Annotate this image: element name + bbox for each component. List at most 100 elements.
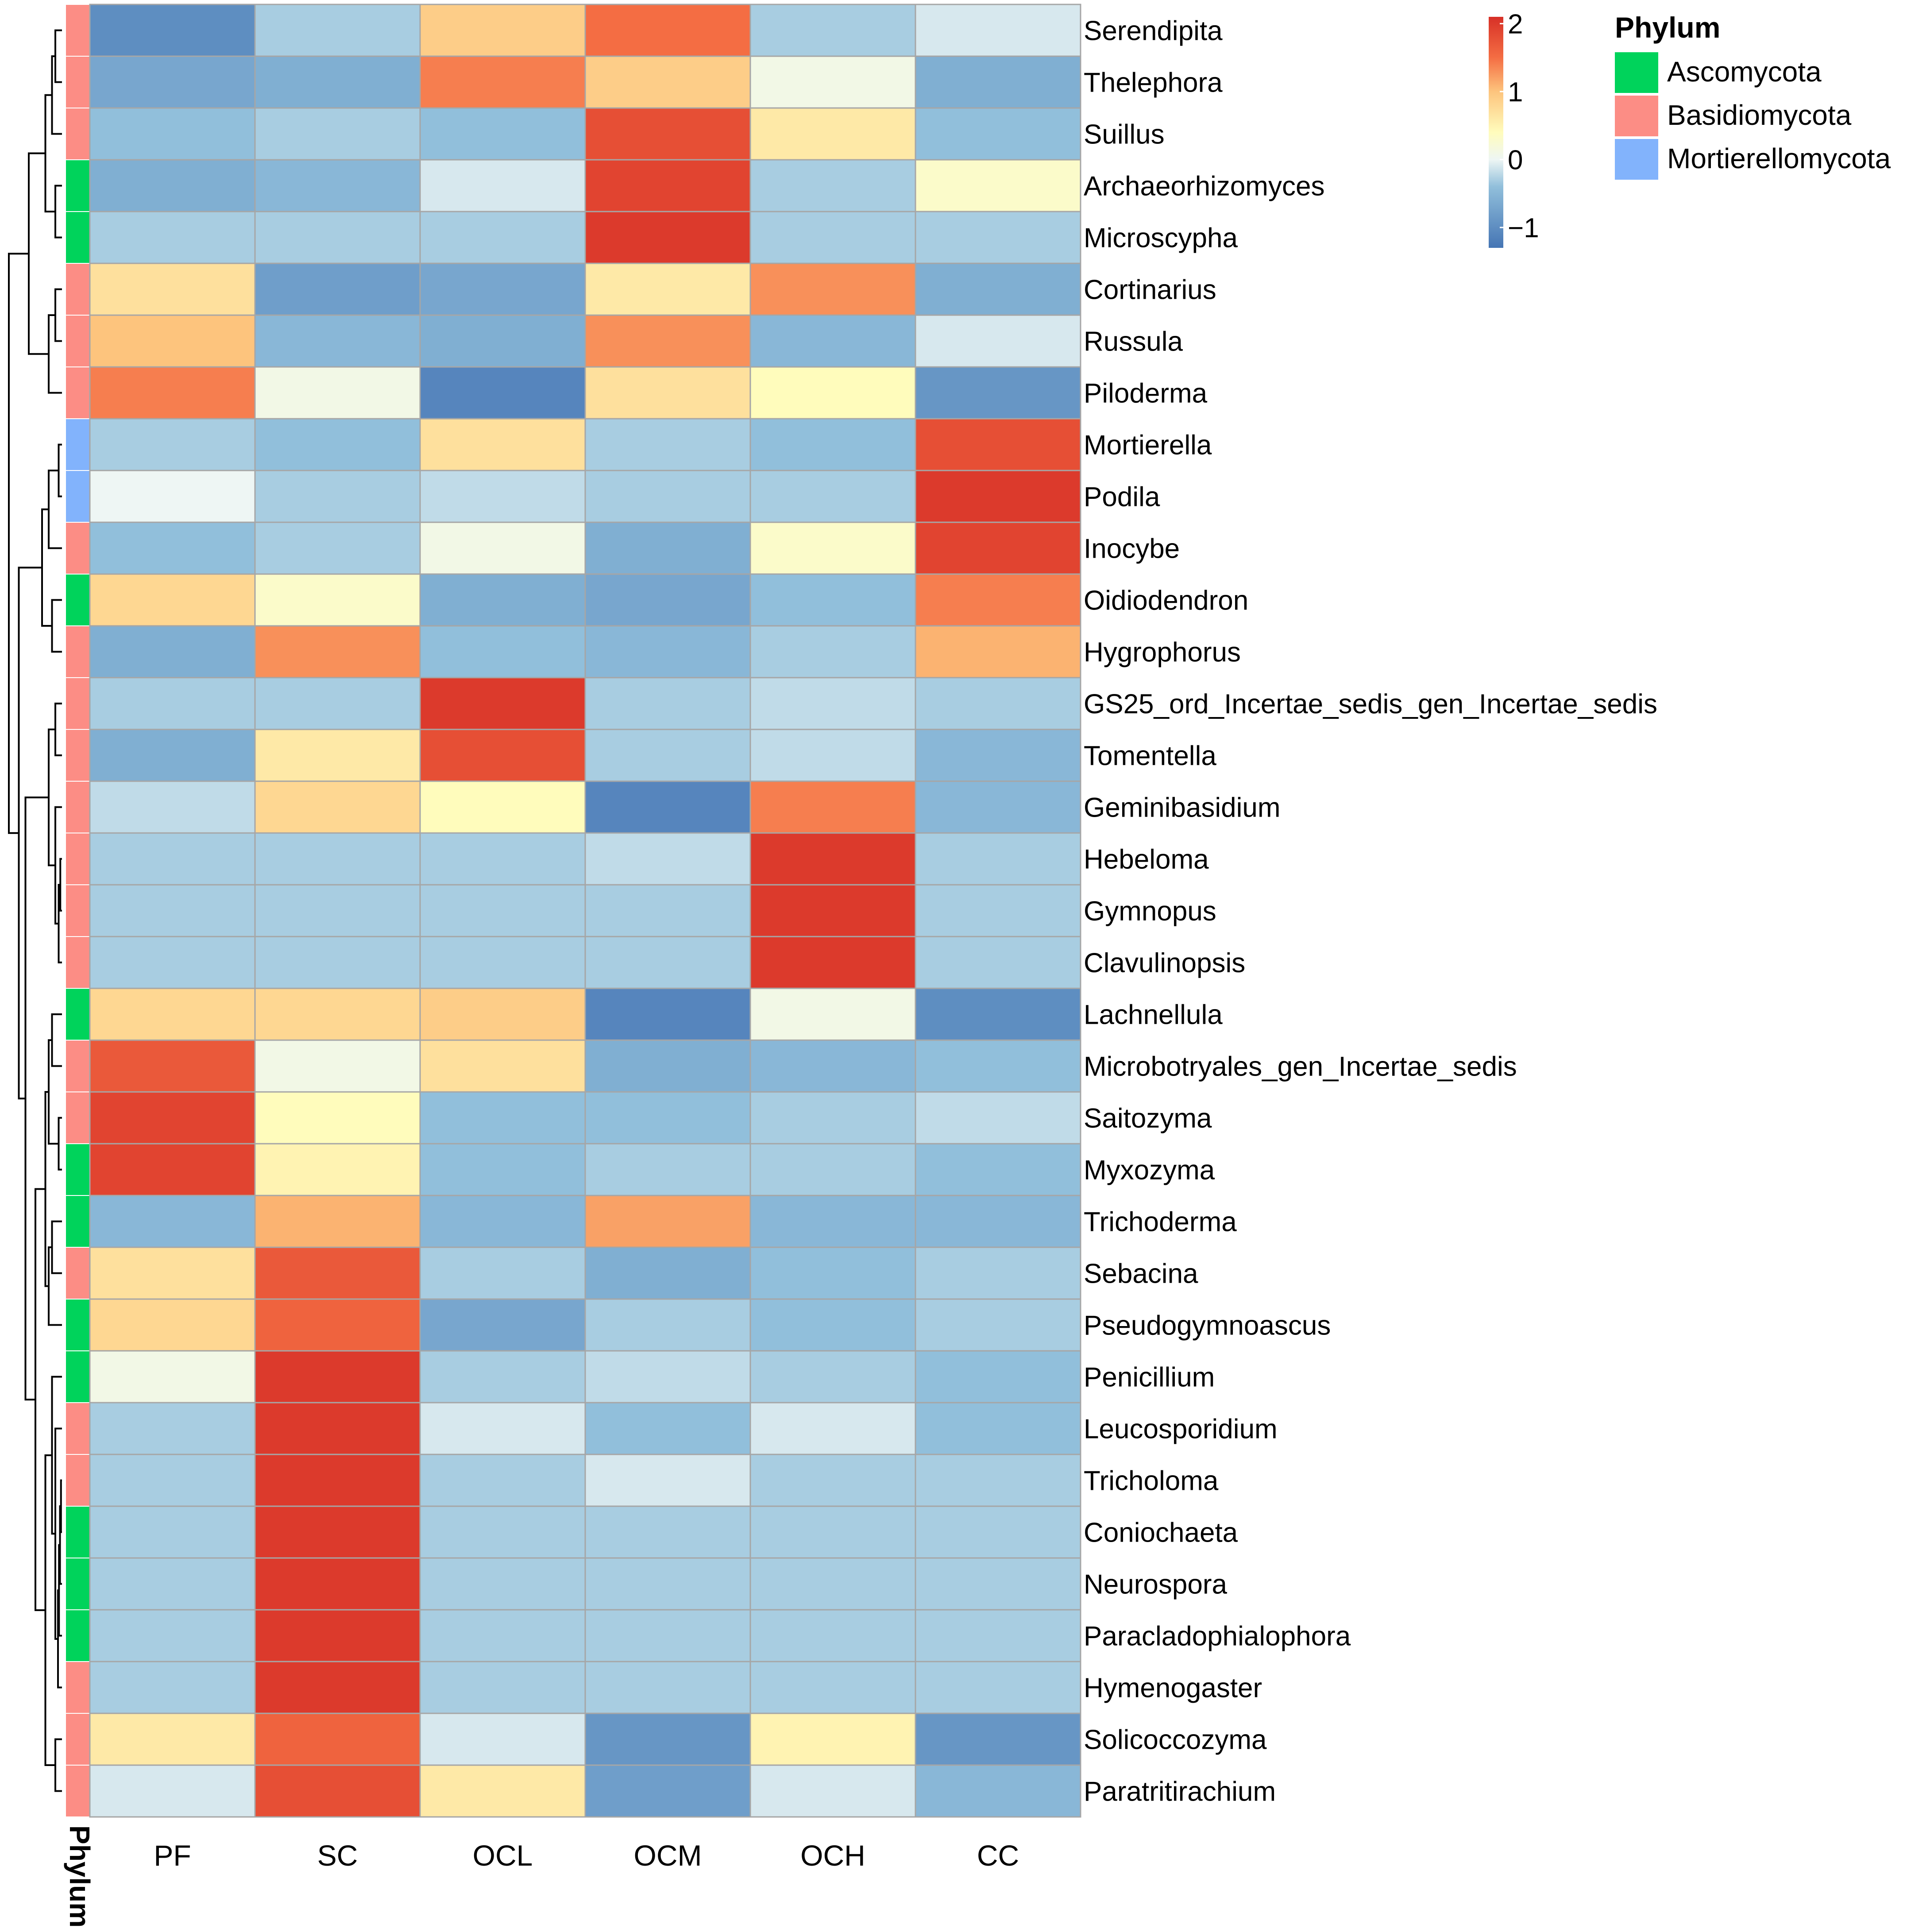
heatmap-cell — [584, 4, 751, 57]
heatmap-cell — [89, 1505, 256, 1559]
heatmap-cell — [749, 884, 916, 937]
heatmap-cell — [915, 1661, 1081, 1714]
row-label-podila: Podila — [1084, 482, 1160, 513]
heatmap-cell — [915, 1764, 1081, 1818]
heatmap-cell — [89, 521, 256, 575]
row-label-hebeloma: Hebeloma — [1084, 845, 1209, 875]
row-dendrogram — [8, 29, 62, 1792]
heatmap-cell — [915, 936, 1081, 989]
heatmap-cell — [89, 1661, 256, 1714]
phylum-annotation-cell — [65, 574, 90, 626]
row-label-russula: Russula — [1084, 327, 1183, 357]
heatmap-cell — [89, 4, 256, 57]
heatmap-cell — [89, 159, 256, 212]
phylum-annotation-cell — [65, 781, 90, 833]
heatmap-cell — [254, 936, 421, 989]
row-label-trichoderma: Trichoderma — [1084, 1207, 1237, 1238]
phylum-annotation-cell — [65, 1040, 90, 1092]
heatmap-cell — [254, 262, 421, 316]
legend-swatch-ascomycota — [1615, 52, 1658, 93]
heatmap-cell — [749, 832, 916, 886]
phylum-annotation-cell — [65, 884, 90, 937]
row-label-neurospora: Neurospora — [1084, 1570, 1227, 1600]
heatmap-cell — [749, 211, 916, 264]
heatmap-cell — [749, 4, 916, 57]
heatmap-cell — [584, 1712, 751, 1766]
heatmap-cell — [89, 1454, 256, 1507]
heatmap-cell — [749, 521, 916, 575]
phylum-legend-title: Phylum — [1615, 11, 1720, 44]
legend-swatch-basidiomycota — [1615, 96, 1658, 136]
heatmap-cell — [254, 366, 421, 420]
color-scale-tick-label: 2 — [1508, 9, 1523, 39]
row-label-serendipita: Serendipita — [1084, 16, 1223, 46]
heatmap-cells — [89, 4, 1081, 1818]
heatmap-cell — [89, 55, 256, 109]
column-label-och: OCH — [800, 1839, 865, 1872]
heatmap-cell — [89, 1246, 256, 1300]
heatmap-cell — [749, 470, 916, 523]
heatmap-cell — [749, 1661, 916, 1714]
heatmap-cell — [749, 1298, 916, 1352]
row-label-thelephora: Thelephora — [1084, 68, 1223, 98]
heatmap-cell — [749, 1609, 916, 1662]
row-label-clavulinopsis: Clavulinopsis — [1084, 948, 1245, 979]
heatmap-cell — [584, 780, 751, 834]
phylum-annotation-cell — [65, 159, 90, 212]
heatmap-cell — [89, 366, 256, 420]
color-scale-tick-label: 1 — [1508, 77, 1523, 108]
heatmap-cell — [254, 314, 421, 368]
phylum-annotation-cell — [65, 677, 90, 730]
row-label-gymnopus: Gymnopus — [1084, 896, 1216, 927]
heatmap-cell — [89, 1039, 256, 1093]
heatmap-cell — [89, 314, 256, 368]
phylum-annotation-cell — [65, 1558, 90, 1610]
heatmap-cell — [584, 314, 751, 368]
heatmap-cell — [749, 987, 916, 1041]
heatmap-cell — [749, 1557, 916, 1611]
heatmap-cell — [584, 107, 751, 161]
heatmap-cell — [915, 1039, 1081, 1093]
heatmap-cell — [749, 1350, 916, 1404]
heatmap-cell — [254, 729, 421, 782]
heatmap-cell — [584, 1454, 751, 1507]
heatmap-cell — [584, 1661, 751, 1714]
heatmap-cell — [254, 677, 421, 730]
phylum-annotation-cell — [65, 1765, 90, 1817]
row-label-leucosporidium: Leucosporidium — [1084, 1414, 1278, 1445]
heatmap-cell — [915, 573, 1081, 627]
heatmap-cell — [584, 1039, 751, 1093]
heatmap-cell — [419, 1091, 586, 1145]
row-label-cortinarius: Cortinarius — [1084, 275, 1216, 305]
heatmap-cell — [254, 832, 421, 886]
row-label-pseudogymnoascus: Pseudogymnoascus — [1084, 1311, 1331, 1341]
heatmap-cell — [915, 1091, 1081, 1145]
heatmap-cell — [89, 832, 256, 886]
heatmap-cell — [915, 55, 1081, 109]
heatmap-cell — [89, 1609, 256, 1662]
row-label-geminibasidium: Geminibasidium — [1084, 793, 1281, 823]
heatmap-cell — [419, 832, 586, 886]
heatmap-cell — [419, 884, 586, 937]
row-label-sebacina: Sebacina — [1084, 1259, 1198, 1289]
heatmap-cell — [89, 936, 256, 989]
heatmap-cell — [915, 262, 1081, 316]
heatmap-cell — [254, 1195, 421, 1248]
heatmap-cell — [584, 418, 751, 471]
phylum-annotation-cell — [65, 1350, 90, 1403]
row-label-suillus: Suillus — [1084, 120, 1165, 150]
heatmap-cell — [89, 677, 256, 730]
heatmap-cell — [584, 832, 751, 886]
heatmap-cell — [915, 314, 1081, 368]
heatmap-cell — [915, 1609, 1081, 1662]
heatmap-cell — [419, 573, 586, 627]
phylum-annotation-cell — [65, 1609, 90, 1662]
row-labels: Serendipita Thelephora Suillus Archaeorhizo… — [1084, 16, 1657, 1807]
heatmap-cell — [915, 366, 1081, 420]
heatmap-cell — [584, 159, 751, 212]
row-label-tomentella: Tomentella — [1084, 741, 1216, 771]
heatmap-cell — [254, 470, 421, 523]
heatmap-cell — [419, 1764, 586, 1818]
row-label-microscypha: Microscypha — [1084, 223, 1238, 254]
heatmap-cell — [254, 159, 421, 212]
